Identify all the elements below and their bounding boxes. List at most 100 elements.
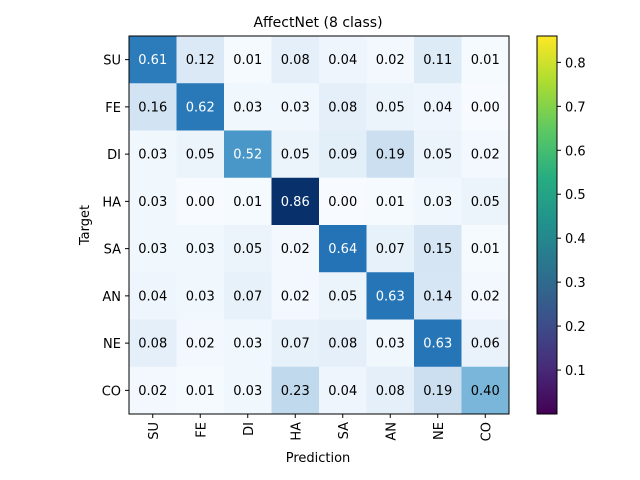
colorbar-tick-label: 0.5 — [565, 188, 586, 203]
cell-value-label: 0.07 — [376, 242, 405, 257]
cell-value-labels: 0.61 0.12 0.01 0.08 0.04 0.02 0.11 0.01 0.16 0.62… — [138, 53, 499, 399]
heatmap-cell — [129, 36, 177, 84]
heatmap-cell — [271, 177, 320, 226]
colorbar-tick-label: 0.4 — [565, 232, 586, 247]
x-tick-label: AN — [384, 422, 399, 441]
cell-value-label: 0.08 — [376, 384, 405, 399]
cell-value-label: 0.16 — [138, 100, 167, 115]
heatmap-cell — [224, 177, 272, 226]
heatmap-cell — [461, 366, 510, 415]
heatmap-cell — [176, 272, 225, 320]
heatmap-cell — [319, 225, 367, 273]
heatmap-cell — [176, 36, 225, 84]
heatmap-cell — [224, 319, 272, 368]
y-tick-label: SU — [103, 54, 121, 69]
heatmap-cell — [461, 177, 510, 226]
heatmap-cell — [461, 130, 510, 179]
cell-value-label: 0.09 — [328, 148, 357, 163]
heatmap-cell — [461, 36, 510, 84]
cell-value-label: 0.02 — [138, 384, 167, 399]
cell-value-label: 0.08 — [328, 337, 357, 352]
cell-value-label: 0.15 — [423, 242, 452, 257]
cell-value-label: 0.86 — [281, 195, 310, 210]
cell-value-label: 0.00 — [328, 195, 357, 210]
x-tick-label: SU — [147, 422, 162, 440]
heatmap-cell — [319, 36, 367, 84]
cell-value-label: 0.06 — [471, 337, 500, 352]
colorbar-tick-label: 0.1 — [565, 364, 586, 379]
x-tick-label: SA — [337, 422, 352, 439]
heatmap-cell — [224, 83, 272, 131]
cell-value-label: 0.05 — [281, 148, 310, 163]
cell-value-label: 0.08 — [281, 53, 310, 68]
heatmap-cell — [224, 130, 272, 179]
heatmap-cell — [176, 130, 225, 179]
cell-value-label: 0.03 — [186, 289, 215, 304]
cell-value-label: 0.05 — [233, 242, 262, 257]
cell-value-label: 0.02 — [376, 53, 405, 68]
cell-value-label: 0.02 — [281, 289, 310, 304]
heatmap-cell — [129, 272, 177, 320]
cell-value-label: 0.04 — [423, 100, 452, 115]
heatmap-cell — [129, 177, 177, 226]
heatmap-cell — [366, 83, 415, 131]
cell-value-label: 0.03 — [281, 100, 310, 115]
plot-frame — [128, 35, 510, 415]
cell-value-label: 0.11 — [423, 53, 452, 68]
y-tick-label: NE — [103, 337, 121, 352]
cell-value-label: 0.01 — [471, 242, 500, 257]
heatmap-cell — [271, 319, 320, 368]
cell-value-label: 0.02 — [186, 337, 215, 352]
heatmap-cell — [224, 272, 272, 320]
cell-value-label: 0.01 — [233, 53, 262, 68]
colorbar — [536, 35, 558, 415]
cell-value-label: 0.07 — [281, 337, 310, 352]
cell-value-label: 0.05 — [423, 148, 452, 163]
heatmap-cell — [224, 366, 272, 415]
cell-value-label: 0.03 — [423, 195, 452, 210]
heatmap-cell — [366, 225, 415, 273]
cell-value-label: 0.03 — [138, 242, 167, 257]
heatmap-cell — [129, 366, 177, 415]
cell-value-label: 0.05 — [186, 148, 215, 163]
heatmap-cell — [414, 366, 462, 415]
cell-value-label: 0.23 — [281, 384, 310, 399]
cell-value-label: 0.03 — [376, 337, 405, 352]
x-tick-label: DI — [242, 422, 257, 436]
cell-value-label: 0.03 — [233, 337, 262, 352]
cell-value-label: 0.03 — [233, 384, 262, 399]
heatmap-cell — [414, 272, 462, 320]
heatmap-cell — [461, 319, 510, 368]
heatmap-cell — [319, 177, 367, 226]
y-tick-label: FE — [105, 101, 121, 116]
cell-value-label: 0.03 — [138, 195, 167, 210]
cell-value-label: 0.19 — [423, 384, 452, 399]
heatmap-cell — [271, 272, 320, 320]
y-tick-label: HA — [102, 195, 121, 210]
cell-value-label: 0.01 — [233, 195, 262, 210]
heatmap-cell — [176, 366, 225, 415]
colorbar-tick-label: 0.2 — [565, 320, 586, 335]
heatmap-cell — [224, 225, 272, 273]
cell-value-label: 0.64 — [328, 242, 357, 257]
x-axis-label: Prediction — [286, 451, 351, 466]
heatmap-cell — [271, 130, 320, 179]
colorbar-tick-label: 0.3 — [565, 276, 586, 291]
heatmap-cell — [366, 366, 415, 415]
cell-value-label: 0.01 — [186, 384, 215, 399]
cell-value-label: 0.08 — [138, 337, 167, 352]
y-tick-label: AN — [102, 290, 121, 305]
x-axis: SU FE DI HA SA AN NE CO — [147, 414, 494, 441]
heatmap-cell — [414, 177, 462, 226]
cell-value-label: 0.03 — [233, 100, 262, 115]
chart-title: AffectNet (8 class) — [253, 15, 382, 31]
heatmap-cell — [271, 225, 320, 273]
x-tick-label: NE — [432, 422, 447, 440]
cell-value-label: 0.02 — [471, 289, 500, 304]
y-tick-label: DI — [107, 148, 121, 163]
colorbar-tick-label: 0.8 — [565, 56, 586, 71]
x-tick-label: CO — [479, 422, 494, 441]
heatmap-cell — [366, 319, 415, 368]
heatmap-cell — [224, 36, 272, 84]
